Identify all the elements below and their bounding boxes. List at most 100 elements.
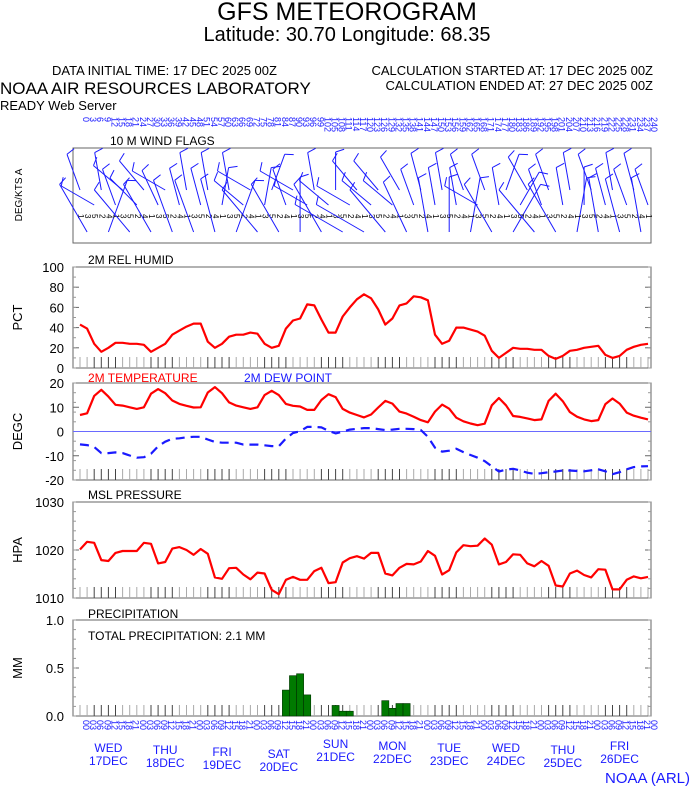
wind-barb-flag [449,162,458,169]
wind-barb [498,181,535,233]
location-subtitle: Latitude: 30.70 Longitude: 68.35 [203,24,491,46]
wind-barb-staff [221,167,230,206]
forecast-hour-label: 105 [330,117,340,132]
wind-barb [491,162,501,206]
wind-barb-staff [400,169,415,206]
wind-speed-label: 1 [396,214,405,219]
utc-hour-label: 03 [543,720,553,730]
day-of-week-label: SAT [268,747,291,761]
wind-barb-staff [222,152,230,191]
utc-hour-label: 03 [145,720,155,730]
forecast-hour-label: 33 [159,117,169,127]
wind-barb [250,177,280,233]
wind-barb-staff [382,181,408,233]
wind-barb-flag [586,176,596,179]
wind-barb [222,147,231,191]
wind-speed-label: 3 [545,214,554,219]
utc-hour-label: 00 [649,720,659,730]
wind-speed-label: 2 [559,214,568,219]
day-of-week-label: WED [492,741,520,755]
wind-barb-staff [235,180,256,233]
wind-speed-label: 5 [410,214,419,219]
wind-speed-label: 5 [197,214,206,219]
wind-barb-staff [577,154,592,191]
y-tick-label: 1010 [35,591,64,606]
y-axis-label: PCT [10,304,25,330]
forecast-hour-label: 30 [152,117,162,127]
forecast-hour-label: 168 [479,117,489,132]
wind-barb-flag [94,147,103,154]
utc-hour-label: 12 [507,720,517,730]
forecast-hour-label: 18 [124,117,134,127]
wind-barb-flag [179,147,189,154]
utc-hour-label: 09 [216,720,226,730]
utc-hour-label: 00 [365,720,375,730]
wind-speed-label: 2 [168,214,177,219]
forecast-hour-label: 108 [337,117,347,132]
utc-hour-label: 15 [230,720,240,730]
y-tick-label: -10 [45,449,64,464]
calculation-started: CALCULATION STARTED AT: 17 DEC 2025 00Z [371,63,653,78]
forecast-hour-label: 72 [251,117,261,127]
wind-barb-staff [66,154,81,191]
wind-barb-staff [179,152,187,191]
forecast-hour-label: 78 [266,117,276,127]
wind-speed-label: 3 [332,214,341,219]
wind-barb-flag [605,173,614,180]
date-label: 19DEC [203,758,242,772]
legend-dew-point: 2M DEW POINT [244,371,333,385]
chart-title: GFS METEOROGRAM [217,0,477,26]
y-tick-label: 40 [50,321,64,336]
wind-barb [507,150,528,191]
wind-speed-label: 1 [644,214,653,219]
wind-barb-flag [362,172,368,181]
utc-hour-label: 18 [124,720,134,730]
wind-barb-flag [213,172,219,181]
utc-hour-label: 06 [152,720,162,730]
temperature-line [79,386,649,427]
wind-speed-label: 5 [161,214,170,219]
forecast-hour-label: 177 [500,117,510,132]
utc-hour-label: 00 [195,720,205,730]
wind-speed-label: 3 [367,214,376,219]
utc-hour-label: 21 [528,720,538,730]
wind-barb-flag [577,148,586,155]
wind-speed-label: 2 [417,214,426,219]
forecast-hour-label: 207 [571,117,581,132]
forecast-hour-label: 183 [514,117,524,132]
wind-barb-flag [272,163,281,170]
forecast-hour-label: 231 [628,117,638,132]
wind-speed-label: 4 [637,214,646,219]
wind-barb-flag [109,169,115,179]
date-label: 26DEC [600,752,639,766]
wind-barb-staff [190,168,202,206]
wind-speed-label: 5 [587,214,596,219]
date-label: 23DEC [430,754,469,768]
forecast-hour-label: 213 [585,117,595,132]
forecast-hour-label: 180 [507,117,517,132]
wind-barb-staff [498,189,535,233]
wind-barb [349,181,386,233]
wind-barb-flag [555,162,565,169]
wind-speed-label: 4 [353,214,362,219]
wind-barb-flag [315,195,319,205]
wind-barb-flag [613,163,622,170]
forecast-hour-label: 156 [450,117,460,132]
wind-barb [294,195,343,233]
forecast-hour-label: 120 [365,117,375,132]
forecast-hour-label: 150 [436,117,446,132]
wind-barb-staff [555,167,564,206]
precipitation-bar [282,689,290,717]
utc-hour-label: 15 [401,720,411,730]
wind-barb [630,173,642,233]
forecast-hour-label: 6 [95,117,105,122]
day-of-week-label: WED [94,741,122,755]
wind-barb-flag [259,162,263,172]
wind-barb-staff [449,154,464,191]
wind-barb-staff [380,156,400,191]
wind-barb-staff [353,160,379,191]
utc-hour-label: 06 [266,720,276,730]
wind-barb [535,148,550,191]
y-tick-label: 60 [50,300,64,315]
wind-speed-label: 3 [225,214,234,219]
